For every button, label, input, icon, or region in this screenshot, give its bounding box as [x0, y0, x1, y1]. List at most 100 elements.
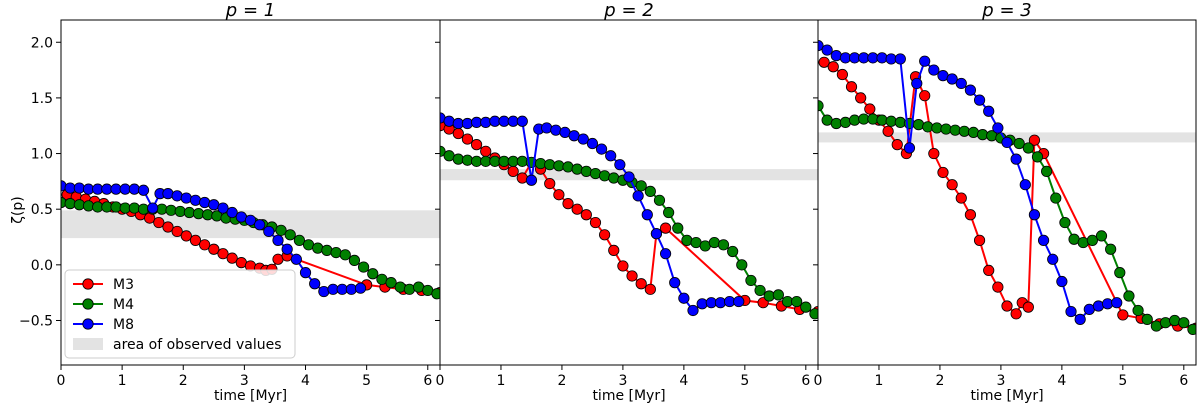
legend-label: M4 — [113, 297, 134, 313]
point-m8-16 — [955, 77, 967, 90]
legend-label: M3 — [113, 277, 134, 293]
panel-title: p = 2 — [603, 0, 653, 21]
panel-1: 0 1 2 3 4 5 6 −0.5 0.0 0.5 1.0 1.5 2.0 time [Myr] p = … — [19, 0, 441, 404]
x-tick-label: 3 — [996, 373, 1005, 389]
axes-frame — [817, 19, 1197, 366]
point-m4-30 — [330, 246, 342, 259]
point-m4-14 — [183, 206, 195, 219]
point-m8-12 — [919, 55, 931, 67]
point-m4-33 — [357, 261, 370, 273]
point-m4-3 — [82, 200, 95, 212]
point-m4-24 — [275, 224, 287, 236]
point-m3-15 — [199, 239, 211, 251]
point-m8-18 — [217, 202, 229, 214]
point-m3-17 — [589, 216, 602, 229]
point-m8-24 — [272, 234, 284, 246]
legend-marker — [82, 318, 94, 330]
point-m4-40 — [1178, 317, 1190, 329]
point-m8-7 — [876, 52, 888, 64]
point-m4-17 — [589, 167, 602, 180]
point-m8-23 — [641, 209, 653, 221]
point-m3-5 — [480, 145, 492, 157]
x-tick-label: 6 — [801, 373, 810, 389]
plot-area — [440, 112, 818, 320]
point-m4-34 — [1123, 290, 1135, 302]
point-m8-19 — [983, 105, 995, 117]
point-m3-13 — [180, 230, 192, 242]
point-m4-6 — [867, 113, 879, 125]
point-m4-25 — [1041, 165, 1053, 177]
point-m4-41 — [1187, 323, 1196, 335]
point-m4-32 — [1105, 243, 1117, 255]
legend-marker — [82, 298, 94, 310]
point-m4-11 — [534, 157, 547, 170]
point-m3-14 — [189, 234, 202, 246]
point-m8-33 — [733, 295, 745, 308]
point-m3-17 — [217, 248, 229, 260]
y-tick-label: 1.0 — [31, 147, 53, 163]
x-tick-label: 3 — [618, 373, 627, 389]
point-m3-7 — [882, 125, 894, 137]
point-m8-18 — [595, 143, 608, 155]
point-m3-20 — [1001, 300, 1013, 312]
point-m4-4 — [848, 114, 861, 126]
point-m4-27 — [681, 234, 693, 246]
point-m3-8 — [891, 139, 903, 151]
point-m8-19 — [605, 150, 617, 162]
point-m3-10 — [153, 216, 165, 229]
point-m4-41 — [431, 288, 440, 300]
x-tick-label: 3 — [240, 373, 249, 389]
point-m3-15 — [571, 203, 583, 215]
point-m4-26 — [672, 222, 684, 234]
point-m8-11 — [911, 77, 923, 90]
point-m4-33 — [736, 259, 748, 271]
point-m8-18 — [973, 94, 986, 106]
panel-title: p = 3 — [981, 0, 1031, 21]
point-m4-31 — [339, 249, 351, 261]
point-m8-3 — [461, 117, 474, 130]
point-m8-29 — [318, 285, 330, 298]
point-m4-16 — [958, 125, 970, 137]
point-m4-12 — [922, 121, 934, 133]
point-m4-23 — [1022, 142, 1034, 154]
point-m4-29 — [1077, 236, 1089, 249]
x-axis-label: time [Myr] — [214, 388, 287, 404]
point-m4-22 — [1013, 137, 1025, 150]
point-m8-24 — [1028, 209, 1041, 221]
point-m8-9 — [894, 53, 906, 65]
point-m3-25 — [659, 222, 672, 234]
point-m8-21 — [1001, 136, 1013, 149]
point-m4-1 — [64, 198, 76, 210]
point-m8-28 — [309, 278, 321, 290]
point-m8-22 — [1010, 153, 1022, 165]
panel-title: p = 1 — [225, 0, 275, 21]
point-m8-17 — [586, 137, 599, 150]
point-m4-15 — [949, 124, 961, 136]
point-m8-1 — [821, 44, 833, 56]
point-m4-39 — [1169, 314, 1181, 327]
point-m3-13 — [553, 189, 565, 201]
point-m3-2 — [452, 127, 464, 140]
point-m4-22 — [635, 180, 647, 192]
point-m4-29 — [321, 244, 333, 256]
x-tick-label: 2 — [935, 373, 944, 389]
point-m8-2 — [73, 182, 85, 194]
point-m4-28 — [312, 242, 324, 254]
point-m4-13 — [553, 160, 565, 172]
point-m4-11 — [156, 203, 168, 215]
point-m3-18 — [983, 264, 995, 277]
point-m4-37 — [394, 281, 406, 293]
point-m4-35 — [754, 284, 766, 297]
x-tick-label: 2 — [179, 373, 188, 389]
panel-2: 0 1 2 3 4 5 6 time [Myr] p = 2 — [435, 0, 819, 404]
point-m8-27 — [1056, 275, 1068, 288]
x-tick-label: 2 — [557, 373, 566, 389]
point-m3-14 — [946, 179, 958, 191]
axes-frame — [439, 19, 819, 366]
x-axis-label: time [Myr] — [970, 388, 1043, 404]
point-m8-28 — [1065, 305, 1077, 318]
point-m4-34 — [367, 268, 379, 280]
x-tick-label: 6 — [423, 373, 432, 389]
point-m8-23 — [1019, 179, 1031, 191]
point-m8-2 — [830, 50, 842, 62]
